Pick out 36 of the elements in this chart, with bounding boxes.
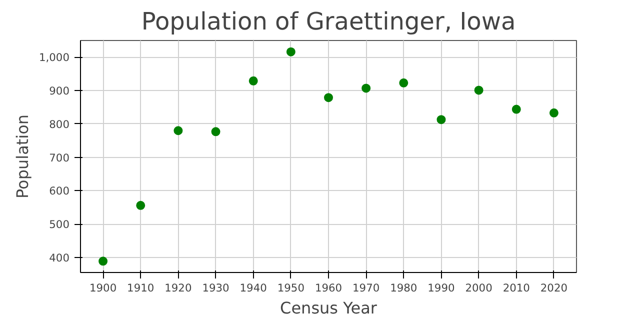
y-tick-label: 800 [49,118,70,131]
y-tick-label: 400 [49,251,70,264]
point [98,256,108,266]
point [549,108,558,118]
point [286,47,296,56]
x-tick-label: 1980 [390,282,418,294]
x-tick-label: 1990 [428,282,456,294]
y-tick-label: 900 [49,84,70,98]
x-axis-title: Census Year [280,298,378,318]
x-tick-label: 1900 [89,282,117,294]
x-tick-label: 1950 [277,282,305,294]
x-tick-label: 2020 [540,282,568,294]
point [436,115,446,124]
y-tick-label: 600 [49,184,70,198]
point [136,200,146,210]
point [211,127,220,136]
x-tick-label: 1960 [314,282,342,294]
x-tick-label: 1970 [352,282,380,294]
point [248,76,258,86]
point [399,78,408,88]
x-tick-label: 1940 [240,282,268,294]
point [362,84,371,93]
y-tick-label: 1,000 [38,51,70,64]
x-tick-label: 1910 [127,282,154,294]
chart-title: Population of Graettinger, Iowa [141,8,516,36]
point [174,126,183,136]
y-tick-label: 500 [49,218,70,232]
point [512,104,521,114]
y-axis-title: Population [12,114,32,199]
x-tick-label: 1930 [202,282,230,294]
point [324,93,333,102]
x-tick-label: 1920 [164,282,192,294]
x-tick-label: 2000 [465,282,493,294]
y-tick-label: 700 [49,151,70,164]
x-tick-label: 2010 [502,282,530,294]
point [474,86,484,95]
